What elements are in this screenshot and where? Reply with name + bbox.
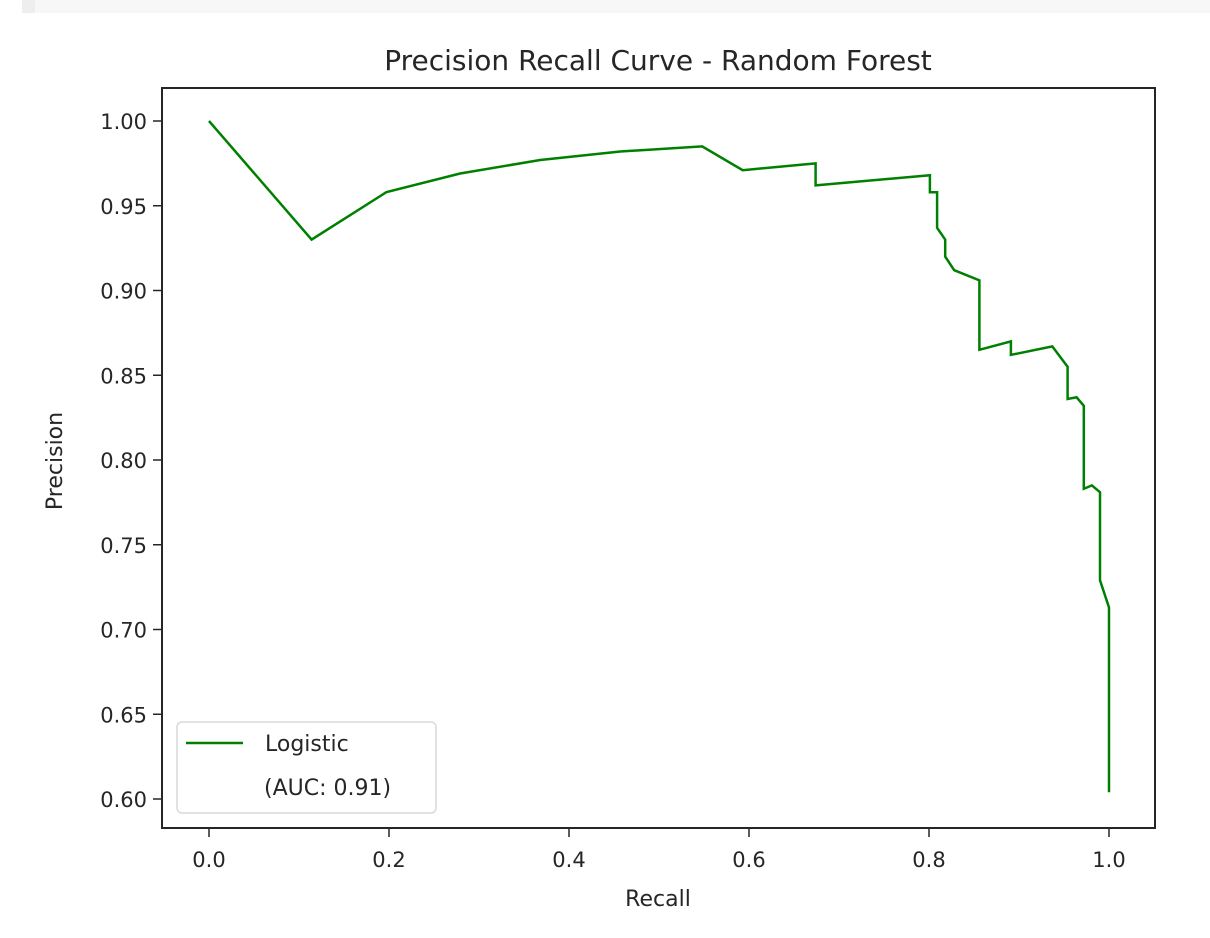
- x-axis-title: Recall: [625, 887, 691, 912]
- x-tick-label: 0.6: [732, 848, 765, 872]
- plot-area: [162, 88, 1155, 828]
- y-tick-label: 0.65: [100, 703, 147, 727]
- y-tick-label: 0.80: [100, 449, 147, 473]
- legend: Logistic (AUC: 0.91): [176, 721, 437, 814]
- chart-title: Precision Recall Curve - Random Forest: [384, 44, 932, 77]
- legend-box: [176, 721, 437, 814]
- x-tick-label: 0.8: [912, 848, 945, 872]
- y-tick-label: 0.95: [100, 195, 147, 219]
- y-tick-label: 0.90: [100, 280, 147, 304]
- y-tick-label: 0.75: [100, 534, 147, 558]
- legend-label-series: Logistic: [265, 732, 349, 757]
- y-axis-ticks: 0.60 0.65 0.70 0.75 0.80 0.85 0.90 0.95 1.00: [100, 110, 162, 812]
- x-tick-label: 0.0: [192, 848, 225, 872]
- pr-curve-line: [208, 120, 1111, 793]
- data-series-logistic: [208, 120, 1111, 793]
- plot-frame: [161, 87, 1156, 829]
- x-tick-label: 0.4: [552, 848, 585, 872]
- notebook-output-strip: [22, 0, 1210, 13]
- output-collapse-handle: [22, 0, 35, 13]
- y-tick-label: 0.60: [100, 788, 147, 812]
- y-tick-label: 1.00: [100, 110, 147, 134]
- x-tick-label: 1.0: [1092, 848, 1125, 872]
- y-tick-label: 0.70: [100, 619, 147, 643]
- x-tick-label: 0.2: [372, 848, 405, 872]
- y-axis-title: Precision: [43, 412, 68, 510]
- legend-label-auc: (AUC: 0.91): [264, 776, 391, 801]
- x-axis-ticks: 0.0 0.2 0.4 0.6 0.8 1.0: [192, 828, 1126, 872]
- y-tick-label: 0.85: [100, 364, 147, 388]
